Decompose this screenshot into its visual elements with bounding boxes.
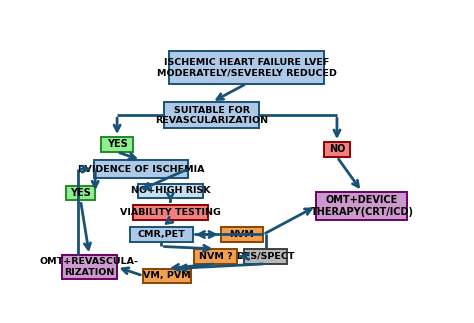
FancyBboxPatch shape	[66, 186, 95, 200]
Text: DES/SPECT: DES/SPECT	[237, 252, 295, 261]
Text: OMT+DEVICE
THERAPY(CRT/ICD): OMT+DEVICE THERAPY(CRT/ICD)	[310, 195, 413, 217]
Text: CMR,PET: CMR,PET	[137, 230, 185, 239]
FancyBboxPatch shape	[316, 192, 408, 220]
Text: NO+HIGH RISK: NO+HIGH RISK	[131, 186, 210, 195]
FancyBboxPatch shape	[169, 51, 324, 84]
Text: VIABILITY TESTING: VIABILITY TESTING	[120, 208, 221, 217]
Text: ISCHEMIC HEART FAILURE LVEF
MODERATELY/SEVERELY REDUCED: ISCHEMIC HEART FAILURE LVEF MODERATELY/S…	[157, 58, 337, 77]
Text: YES: YES	[107, 140, 128, 150]
Text: VM, PVM: VM, PVM	[143, 271, 191, 280]
FancyBboxPatch shape	[133, 205, 208, 220]
FancyBboxPatch shape	[194, 249, 237, 264]
Text: NVM ?: NVM ?	[199, 252, 232, 261]
FancyBboxPatch shape	[62, 255, 117, 279]
FancyBboxPatch shape	[130, 227, 192, 242]
Text: YES: YES	[70, 188, 91, 198]
Text: SUITABLE FOR
REVASCULARIZATION: SUITABLE FOR REVASCULARIZATION	[155, 106, 268, 125]
FancyBboxPatch shape	[324, 142, 350, 157]
Text: OMT+REVASCULA-
RIZATION: OMT+REVASCULA- RIZATION	[40, 257, 139, 277]
FancyBboxPatch shape	[221, 227, 263, 242]
FancyBboxPatch shape	[164, 102, 259, 128]
Text: NO: NO	[329, 144, 345, 154]
Text: EVIDENCE OF ISCHEMIA: EVIDENCE OF ISCHEMIA	[78, 165, 204, 173]
Text: NVM: NVM	[229, 230, 255, 239]
FancyBboxPatch shape	[244, 249, 287, 264]
FancyBboxPatch shape	[94, 160, 188, 178]
FancyBboxPatch shape	[138, 183, 202, 198]
FancyBboxPatch shape	[101, 137, 133, 152]
FancyBboxPatch shape	[143, 268, 191, 283]
